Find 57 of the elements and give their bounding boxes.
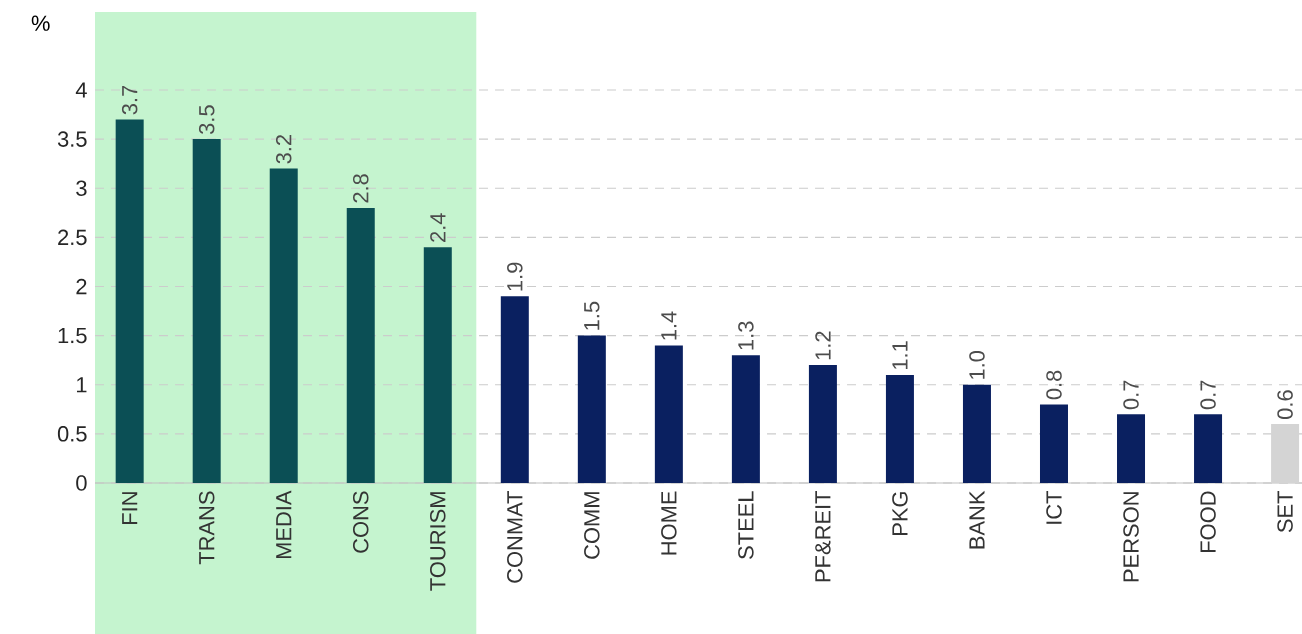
- y-tick-label: 0: [76, 475, 87, 491]
- x-tick-label: STEEL: [738, 491, 754, 559]
- bar: [269, 168, 298, 483]
- y-tick-label: 1.5: [58, 327, 87, 344]
- data-label: 0.7: [1200, 380, 1216, 410]
- data-label: 1.3: [738, 321, 754, 350]
- y-tick-label: 2: [76, 278, 87, 295]
- y-tick-label: 3: [76, 180, 87, 196]
- bar: [808, 365, 837, 483]
- bar: [1117, 414, 1146, 483]
- y-tick-label: 4: [75, 82, 87, 98]
- bar: [962, 384, 991, 483]
- bar: [423, 247, 452, 483]
- data-label: 2.4: [430, 213, 446, 242]
- data-label: 1.5: [584, 301, 600, 330]
- bar: [500, 296, 529, 483]
- data-label: 0.7: [1123, 380, 1139, 410]
- x-tick-label: TOURISM: [430, 492, 446, 591]
- y-tick-label: 1: [76, 377, 87, 393]
- data-label: 0.8: [1046, 370, 1062, 400]
- x-tick-label: HOME: [661, 491, 677, 555]
- x-tick-label: TRANS: [198, 491, 215, 565]
- x-tick-label: CONS: [352, 491, 369, 553]
- data-label: 3.7: [121, 85, 138, 115]
- data-label: 3.5: [198, 105, 215, 135]
- x-tick-label: ICT: [1046, 490, 1062, 524]
- data-label: 1.4: [661, 311, 677, 340]
- bar: [192, 139, 221, 483]
- bar: [885, 374, 914, 483]
- y-tick-label: 2.5: [58, 229, 87, 246]
- data-label: 3.2: [275, 135, 292, 164]
- data-label: 2.8: [352, 174, 369, 203]
- x-tick-label: FOOD: [1200, 491, 1216, 553]
- x-tick-label: SET: [1277, 490, 1293, 533]
- x-tick-label: PKG: [892, 492, 908, 535]
- bar: [1039, 404, 1068, 483]
- x-tick-label: PF&REIT: [815, 490, 831, 582]
- x-tick-label: CONMAT: [507, 490, 523, 583]
- bar: [115, 119, 144, 483]
- x-tick-label: FIN: [122, 492, 138, 524]
- bar: [654, 345, 683, 483]
- data-label: 0.6: [1277, 390, 1293, 419]
- x-tick-label: COMM: [584, 492, 600, 559]
- data-label: 1.0: [969, 350, 985, 379]
- bar: [577, 335, 606, 483]
- y-tick-label: 3.5: [57, 131, 87, 147]
- data-label: 1.1: [892, 341, 908, 370]
- bar: [346, 207, 375, 483]
- data-label: 1.9: [507, 262, 523, 291]
- y-axis-title: %: [31, 15, 50, 31]
- y-tick-label: 0.5: [57, 426, 87, 442]
- x-tick-label: MEDIA: [276, 490, 292, 559]
- bar: [731, 355, 760, 483]
- bar: [1194, 414, 1223, 483]
- x-tick-label: PERSON: [1123, 492, 1139, 582]
- data-label: 1.2: [815, 331, 831, 360]
- x-tick-label: BANK: [969, 490, 985, 549]
